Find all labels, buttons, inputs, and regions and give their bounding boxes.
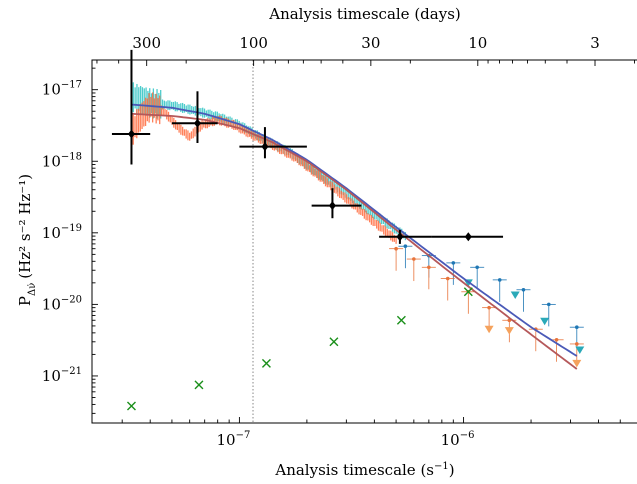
x-tick-label: 10−7 (216, 430, 250, 449)
y-tick-label: 10−18 (42, 151, 82, 170)
noise-floor-marker-4 (396, 315, 406, 325)
data-point-2 (546, 302, 551, 307)
plot-frame (91, 59, 637, 424)
binned-estimate-point-5 (464, 232, 472, 242)
top-tick-label: 100 (239, 34, 268, 52)
x-axis-label: Analysis timescale (s−1) (274, 461, 454, 479)
x-axis-label-close: ) (449, 461, 455, 479)
noise-floor-marker-2 (261, 358, 271, 368)
y-axis-label: PΔν̇ (Hz² s⁻² Hz⁻¹) (16, 174, 38, 306)
upper-limit-marker-5 (504, 327, 514, 335)
y-axis-label-units: (Hz² s⁻² Hz⁻¹) (16, 174, 34, 279)
data-point-2 (451, 261, 456, 265)
y-tick-label: 10−20 (42, 294, 82, 313)
binned-estimate-point-4 (396, 232, 404, 242)
data-point-2 (403, 244, 408, 249)
top-axis-label: Analysis timescale (days) (268, 5, 461, 23)
noise-floor-marker-0 (126, 401, 136, 411)
upper-limit-marker-4 (575, 346, 585, 355)
data-point-3 (445, 276, 450, 281)
x-axis-label-text: Analysis timescale (s (274, 461, 434, 479)
axes-layer: 10−7 10−6 10−17 10−18 10−19 10−20 10−21 300 100 3… (42, 34, 635, 449)
y-axis-label-subscript: Δν̇ (27, 283, 38, 296)
y-tick-label: 10−21 (42, 366, 82, 385)
top-tick-label: 3 (590, 34, 600, 52)
binned-estimate-point-1 (193, 118, 201, 128)
data-point-3 (575, 342, 579, 346)
model-curve-6 (131, 103, 578, 357)
data-point-3 (412, 257, 416, 261)
top-tick-label: 300 (132, 34, 161, 52)
noise-floor-marker-5 (463, 287, 473, 297)
data-point-2 (475, 265, 479, 270)
upper-limit-marker-5 (572, 359, 582, 368)
data-point-2 (575, 325, 579, 329)
data-point-2 (521, 287, 526, 292)
data-point-2 (497, 278, 502, 282)
y-tick-label: 10−19 (42, 223, 82, 242)
upper-limit-marker-4 (540, 317, 550, 326)
binned-estimate-point-2 (261, 142, 269, 152)
noise-floor-marker-3 (329, 337, 339, 347)
data-point-3 (394, 246, 398, 251)
x-tick-label: 10−6 (441, 430, 475, 449)
data-point-3 (487, 305, 491, 310)
binned-estimate-point-0 (127, 129, 135, 139)
plot-layers (111, 49, 585, 423)
x-axis-label-exponent: −1 (434, 461, 449, 472)
data-point-3 (427, 265, 431, 270)
y-tick-label: 10−17 (42, 80, 82, 99)
top-tick-label: 10 (468, 34, 487, 52)
binned-estimate-point-3 (328, 201, 336, 211)
noise-floor-marker-1 (194, 380, 204, 390)
top-tick-label: 30 (361, 34, 380, 52)
upper-limit-marker-4 (510, 291, 520, 300)
model-curve-7 (131, 112, 578, 370)
y-axis-label-symbol: P (16, 296, 34, 306)
data-point-3 (554, 337, 559, 342)
upper-limit-marker-5 (484, 325, 494, 334)
